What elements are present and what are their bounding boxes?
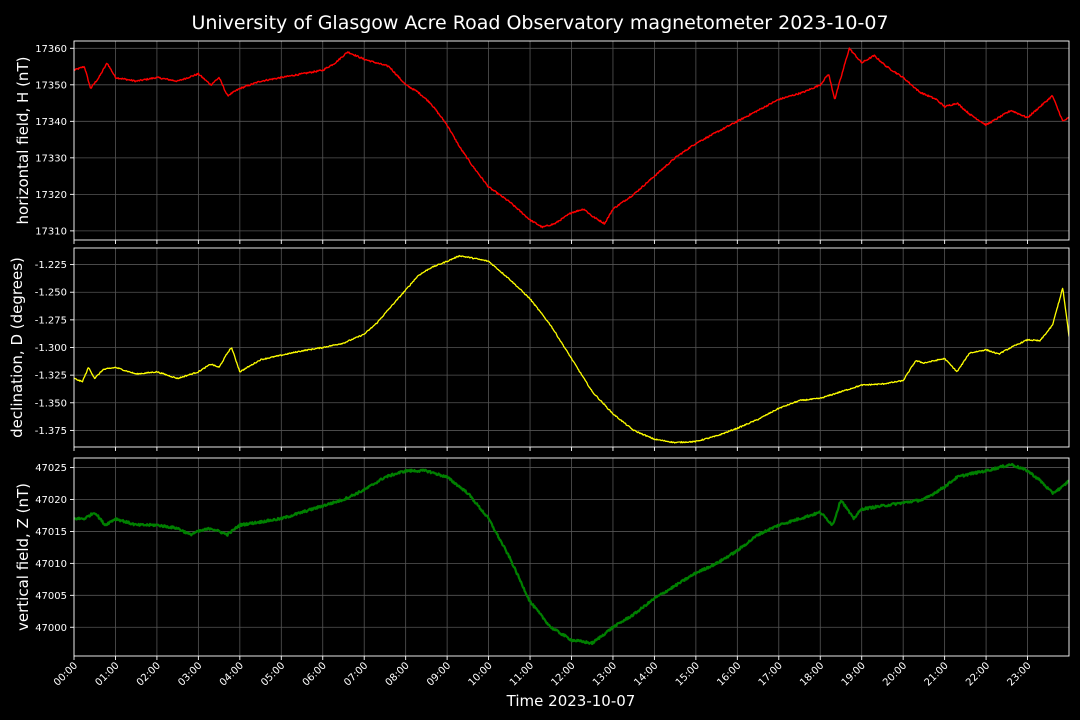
vertical-field-series-line [74, 462, 1069, 646]
vertical-field-y-tick-label: 47000 [35, 623, 67, 634]
declination-series-line [74, 254, 1069, 444]
horizontal-field-y-tick-label: 17340 [35, 117, 67, 128]
vertical-field-y-tick-label: 47025 [35, 463, 67, 474]
panels-group: 17310 17320 17330 17340 17350 17360horizontal… [8, 40, 1070, 660]
declination-y-tick-label: -1.250 [35, 288, 67, 299]
horizontal-field-y-tick-label: 17330 [35, 153, 67, 164]
horizontal-field-y-tick-label: 17310 [35, 226, 67, 237]
declination-y-tick-label: -1.350 [35, 398, 67, 409]
horizontal-field-y-axis-label: horizontal field, H (nT) [14, 57, 32, 225]
declination-frame [73, 247, 1070, 448]
declination-y-tick-label: -1.300 [35, 343, 67, 354]
horizontal-field-frame [73, 40, 1070, 241]
declination-y-axis-label: declination, D (degrees) [8, 257, 26, 438]
horizontal-field-y-tick-label: 17350 [35, 80, 67, 91]
vertical-field-y-tick-label: 47020 [35, 495, 67, 506]
vertical-field-y-tick-label: 47005 [35, 591, 67, 602]
declination-y-tick-label: -1.225 [35, 260, 67, 271]
declination-y-tick-label: -1.375 [35, 426, 67, 437]
declination-panel: -1.225 -1.250 -1.275 -1.300 -1.325 -1.350 -1.3… [8, 247, 1070, 451]
vertical-field-y-tick-label: 47010 [35, 559, 67, 570]
vertical-field-y-axis-label: vertical field, Z (nT) [14, 483, 32, 631]
vertical-field-frame [73, 457, 1070, 657]
declination-y-tick-label: -1.325 [35, 371, 67, 382]
x-axis-label: Time 2023-10-07 [506, 692, 636, 710]
chart-title: University of Glasgow Acre Road Observat… [191, 12, 888, 34]
declination-y-tick-label: -1.275 [35, 315, 67, 326]
horizontal-field-y-tick-label: 17360 [35, 44, 67, 55]
horizontal-field-y-tick-label: 17320 [35, 190, 67, 201]
horizontal-field-panel: 17310 17320 17330 17340 17350 17360horizontal… [14, 40, 1070, 244]
horizontal-field-series-line [74, 47, 1069, 229]
vertical-field-y-tick-label: 47015 [35, 527, 67, 538]
